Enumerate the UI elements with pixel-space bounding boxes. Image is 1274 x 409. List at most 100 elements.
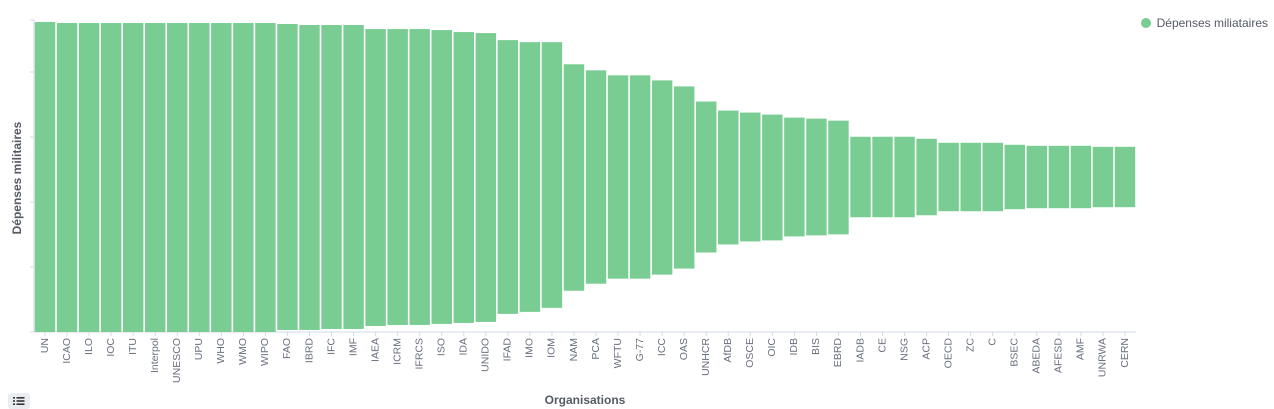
- bar-oic[interactable]: [762, 114, 783, 241]
- x-tick-label: C: [987, 338, 999, 346]
- x-tick-label: NSG: [898, 338, 910, 361]
- bar-oecd[interactable]: [938, 142, 959, 212]
- bar-iaea[interactable]: [365, 29, 386, 326]
- x-tick-label: PCA: [590, 338, 602, 360]
- x-tick-label: IMF: [347, 338, 359, 356]
- x-tick-label: IOM: [546, 338, 558, 358]
- bar-interpol[interactable]: [145, 23, 166, 333]
- bar-ioc[interactable]: [100, 23, 122, 333]
- bar-nsg[interactable]: [894, 136, 915, 218]
- x-tick-label: ZC: [964, 338, 976, 352]
- bar-unrwa[interactable]: [1092, 146, 1114, 208]
- x-tick-label: UPU: [193, 338, 205, 360]
- bar-icao[interactable]: [56, 23, 78, 333]
- x-tick-label: UNHCR: [700, 338, 712, 376]
- x-tick-label: IBRD: [303, 338, 315, 364]
- bar-unhcr[interactable]: [696, 101, 717, 253]
- x-tick-label: IFAD: [502, 338, 514, 362]
- bar-fao[interactable]: [277, 24, 298, 330]
- legend-swatch: [1140, 18, 1151, 28]
- bar-bsec[interactable]: [1004, 144, 1025, 210]
- x-tick-label: IOC: [105, 338, 117, 357]
- bar-upu[interactable]: [189, 23, 210, 333]
- bar-abeda[interactable]: [1026, 145, 1048, 209]
- x-tick-label: IADB: [854, 338, 866, 363]
- x-tick-label: WFTU: [612, 338, 624, 368]
- x-tick-label: CE: [876, 338, 888, 353]
- bar-iom[interactable]: [541, 42, 563, 308]
- x-tick-label: OIC: [766, 338, 778, 357]
- x-tick-label: IFRCS: [413, 338, 425, 370]
- y-axis-title: Dépenses militaires: [10, 121, 24, 235]
- bar-ifad[interactable]: [497, 40, 519, 314]
- bar-amf[interactable]: [1070, 145, 1092, 209]
- x-tick-label: ICC: [656, 338, 668, 357]
- x-tick-label: ITU: [127, 338, 139, 355]
- x-tick-label: BIS: [810, 338, 822, 355]
- bar-icc[interactable]: [651, 80, 673, 275]
- x-tick-label: OAS: [678, 338, 690, 360]
- bar-ilo[interactable]: [78, 23, 100, 333]
- list-icon[interactable]: [8, 393, 30, 409]
- bar-c[interactable]: [982, 142, 1003, 212]
- bar-cern[interactable]: [1114, 146, 1136, 208]
- bar-wftu[interactable]: [607, 75, 629, 279]
- legend-label: Dépenses miliataires: [1156, 16, 1268, 30]
- bar-ifc[interactable]: [321, 25, 342, 329]
- x-tick-label: ISO: [436, 338, 448, 356]
- bar-idb[interactable]: [784, 117, 805, 237]
- x-tick-label: AfDB: [722, 338, 734, 363]
- bar-oas[interactable]: [673, 86, 695, 269]
- x-tick-label: UNRWA: [1097, 338, 1109, 377]
- bar-ida[interactable]: [453, 32, 474, 323]
- x-tick-label: IDB: [788, 338, 800, 356]
- chart-bars: [34, 22, 1136, 333]
- bar-ifrcs[interactable]: [409, 29, 430, 325]
- bar-un[interactable]: [34, 22, 56, 332]
- x-tick-label: EBRD: [832, 338, 844, 368]
- bar-iso[interactable]: [431, 30, 452, 324]
- bar-unido[interactable]: [475, 33, 497, 322]
- x-tick-label: UNESCO: [171, 338, 183, 383]
- bar-ibrd[interactable]: [299, 25, 320, 330]
- x-tick-label: ACP: [920, 338, 932, 360]
- x-tick-label: WMO: [237, 338, 249, 365]
- bar-afdb[interactable]: [718, 110, 739, 245]
- bar-ebrd[interactable]: [828, 120, 849, 235]
- x-tick-label: WHO: [215, 338, 227, 364]
- bar-afesd[interactable]: [1048, 145, 1070, 209]
- bar-unesco[interactable]: [167, 23, 188, 333]
- bar-ce[interactable]: [872, 136, 893, 218]
- x-tick-label: IAEA: [369, 338, 381, 362]
- bar-wipo[interactable]: [255, 23, 276, 333]
- bar-who[interactable]: [211, 23, 232, 333]
- x-tick-label: NAM: [568, 338, 580, 361]
- x-tick-label: OSCE: [744, 338, 756, 368]
- x-tick-labels: UN ICAO ILO IOC ITU Interpol UNESCO UPU WHO WMO WI…: [39, 338, 1131, 383]
- bar-wmo[interactable]: [233, 23, 254, 333]
- bar-g-77[interactable]: [629, 75, 651, 279]
- bar-acp[interactable]: [916, 138, 937, 216]
- x-tick-label: Interpol: [149, 338, 161, 373]
- x-axis-title: Organisations: [544, 393, 626, 407]
- chart-legend[interactable]: Dépenses miliataires: [1140, 16, 1268, 30]
- x-tick-label: AFESD: [1053, 338, 1065, 373]
- bar-imf[interactable]: [343, 25, 364, 329]
- x-tick-label: UN: [39, 338, 51, 353]
- x-tick-label: IDA: [458, 338, 470, 356]
- x-tick-label: UNIDO: [480, 338, 492, 372]
- bar-pca[interactable]: [585, 70, 607, 284]
- x-tick-label: IMO: [524, 338, 536, 358]
- x-tick-label: FAO: [281, 338, 293, 359]
- bar-icrm[interactable]: [387, 29, 408, 325]
- bar-imo[interactable]: [519, 42, 541, 312]
- bar-itu[interactable]: [122, 23, 144, 333]
- x-tick-label: BSEC: [1009, 338, 1021, 367]
- bar-zc[interactable]: [960, 142, 981, 212]
- bar-bis[interactable]: [806, 118, 827, 236]
- bar-iadb[interactable]: [850, 136, 871, 218]
- bar-nam[interactable]: [563, 64, 585, 291]
- x-tick-label: WIPO: [259, 338, 271, 366]
- bar-osce[interactable]: [740, 112, 761, 242]
